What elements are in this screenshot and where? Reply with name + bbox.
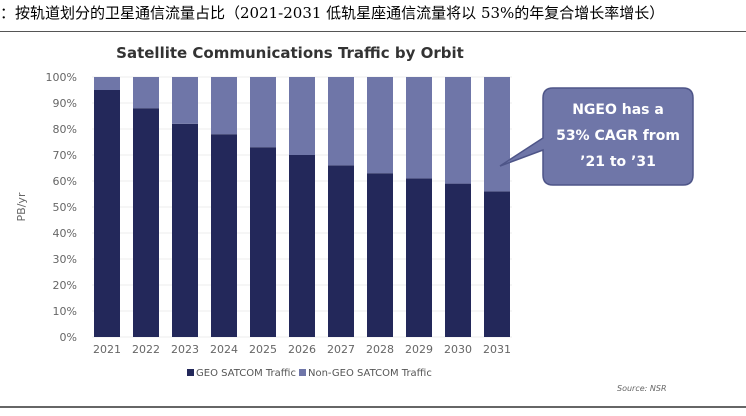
- bar-geo-2031: [484, 191, 510, 337]
- callout-line-3: ’21 to ’31: [580, 154, 656, 170]
- x-tick-label: 2025: [249, 343, 277, 356]
- callout-line-1: NGEO has a: [572, 102, 664, 118]
- bar-ngeo-2025: [250, 77, 276, 148]
- x-tick-label: 2031: [483, 343, 511, 356]
- source-note: Source: NSR: [617, 384, 667, 393]
- legend-swatch-ngeo: [299, 369, 306, 376]
- x-tick-label: 2030: [444, 343, 472, 356]
- bottom-divider: [0, 406, 746, 408]
- x-tick-label: 2026: [288, 343, 316, 356]
- bar-ngeo-2024: [211, 77, 237, 135]
- bar-ngeo-2027: [328, 77, 354, 166]
- bar-ngeo-2023: [172, 77, 198, 124]
- bar-ngeo-2026: [289, 77, 315, 155]
- bar-geo-2021: [94, 90, 120, 337]
- chart-title: Satellite Communications Traffic by Orbi…: [116, 44, 464, 62]
- bar-ngeo-2021: [94, 77, 120, 90]
- y-tick-label: 80%: [53, 123, 77, 136]
- x-tick-label: 2021: [93, 343, 121, 356]
- bar-ngeo-2031: [484, 77, 510, 192]
- y-tick-label: 50%: [53, 201, 77, 214]
- y-tick-label: 0%: [60, 331, 77, 344]
- x-tick-label: 2023: [171, 343, 199, 356]
- y-tick-label: 40%: [53, 227, 77, 240]
- bar-geo-2023: [172, 123, 198, 337]
- y-tick-label: 90%: [53, 97, 77, 110]
- y-tick-label: 10%: [53, 305, 77, 318]
- bar-ngeo-2022: [133, 77, 159, 109]
- bar-geo-2029: [406, 178, 432, 337]
- bar-geo-2027: [328, 165, 354, 337]
- figure-caption: ：按轨道划分的卫星通信流量占比（2021-2031 低轨星座通信流量将以 53%…: [0, 4, 665, 22]
- callout: NGEO has a 53% CAGR from ’21 to ’31: [499, 87, 694, 186]
- x-tick-label: 2022: [132, 343, 160, 356]
- legend-swatch-geo: [187, 369, 194, 376]
- y-tick-label: 60%: [53, 175, 77, 188]
- y-tick-label: 30%: [53, 253, 77, 266]
- bar-ngeo-2030: [445, 77, 471, 184]
- y-tick-label: 70%: [53, 149, 77, 162]
- legend-label-ngeo: Non-GEO SATCOM Traffic: [308, 368, 432, 379]
- y-tick-label: 100%: [46, 71, 77, 84]
- callout-line-2: 53% CAGR from: [556, 128, 680, 144]
- bar-geo-2030: [445, 183, 471, 337]
- bar-geo-2024: [211, 134, 237, 337]
- bar-ngeo-2029: [406, 77, 432, 179]
- top-divider: [0, 31, 746, 32]
- x-tick-label: 2029: [405, 343, 433, 356]
- bar-geo-2022: [133, 108, 159, 337]
- bar-geo-2028: [367, 173, 393, 337]
- bar-geo-2026: [289, 155, 315, 337]
- legend: GEO SATCOM Traffic Non-GEO SATCOM Traffi…: [187, 368, 432, 379]
- legend-label-geo: GEO SATCOM Traffic: [196, 368, 296, 379]
- bar-ngeo-2028: [367, 77, 393, 174]
- y-tick-label: 20%: [53, 279, 77, 292]
- x-tick-label: 2028: [366, 343, 394, 356]
- x-tick-label: 2024: [210, 343, 238, 356]
- y-axis-label: PB/yr: [15, 192, 28, 221]
- x-tick-label: 2027: [327, 343, 355, 356]
- bar-geo-2025: [250, 147, 276, 337]
